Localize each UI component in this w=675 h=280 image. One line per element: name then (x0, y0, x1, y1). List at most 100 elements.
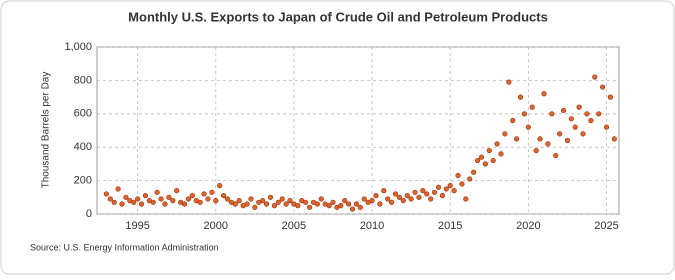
point (189, 193, 195, 199)
point (346, 201, 352, 207)
point (451, 188, 457, 194)
point (174, 188, 180, 194)
point (467, 176, 473, 182)
point (533, 147, 539, 154)
point (564, 137, 571, 144)
point (162, 201, 168, 207)
point (439, 193, 445, 199)
point (521, 111, 528, 117)
point (412, 189, 418, 195)
point (303, 199, 309, 205)
point (373, 193, 379, 199)
x-tick-label: 2020 (516, 220, 540, 232)
point (514, 136, 520, 142)
point (385, 196, 391, 202)
point (123, 194, 129, 200)
point (607, 94, 614, 100)
point (330, 199, 336, 205)
point (166, 194, 172, 200)
point (611, 136, 617, 142)
point (260, 198, 266, 204)
point (490, 157, 496, 164)
point (306, 204, 313, 210)
point (471, 169, 477, 175)
point (342, 198, 348, 204)
point (517, 94, 524, 100)
y-tick-label: 400 (74, 141, 92, 153)
y-tick-label: 800 (74, 74, 92, 86)
point (369, 198, 375, 204)
point (545, 141, 551, 147)
point (404, 193, 410, 199)
point (416, 194, 422, 200)
point (560, 107, 567, 114)
point (115, 186, 121, 192)
point (553, 152, 559, 159)
point (248, 196, 254, 202)
source: Source: U.S. Energy Information Administ… (30, 242, 219, 252)
point (537, 136, 543, 142)
point (502, 131, 508, 137)
point (478, 154, 485, 160)
point (287, 198, 293, 204)
point (443, 186, 449, 192)
point (424, 191, 430, 197)
point (592, 74, 598, 80)
point (377, 201, 383, 207)
point (494, 141, 500, 147)
point (603, 124, 610, 130)
point (181, 201, 188, 207)
point (338, 203, 344, 209)
point (474, 157, 481, 164)
point (158, 196, 164, 202)
point (267, 194, 274, 200)
point (111, 199, 117, 205)
point (381, 188, 387, 194)
point (506, 79, 512, 85)
point (357, 204, 363, 210)
point (283, 201, 289, 207)
point (557, 131, 563, 137)
point (236, 198, 242, 204)
point (349, 206, 356, 212)
point (400, 198, 406, 204)
x-tick-label: 2000 (204, 220, 228, 232)
point (463, 196, 469, 202)
point (150, 199, 156, 205)
point (572, 124, 578, 130)
point (576, 104, 582, 110)
point (209, 189, 215, 195)
point (138, 201, 145, 207)
point (408, 196, 414, 202)
point (361, 196, 367, 202)
point (131, 199, 137, 205)
chart-title: Monthly U.S. Exports to Japan of Crude O… (128, 9, 548, 24)
y-axis-label: Thousand Barrels per Day (41, 72, 52, 189)
point (529, 104, 535, 110)
point (389, 199, 395, 205)
point (244, 201, 250, 207)
point (420, 188, 426, 194)
x-tick-label: 2015 (438, 220, 462, 232)
point (142, 193, 149, 199)
point (252, 204, 258, 210)
point (213, 198, 219, 204)
point (224, 196, 231, 202)
point (428, 196, 434, 202)
x-tick-label: 2010 (360, 220, 384, 232)
y-tick-label: 600 (74, 108, 92, 120)
y-tick-label: 200 (74, 175, 92, 187)
point (314, 201, 320, 207)
point (275, 199, 281, 205)
point (541, 91, 547, 97)
point (154, 189, 160, 195)
point (599, 84, 606, 90)
y-tick-label: 1,000 (64, 41, 92, 53)
point (326, 203, 332, 209)
x-tick-label: 2005 (282, 220, 306, 232)
point (263, 201, 270, 207)
point (568, 116, 574, 122)
point (510, 117, 516, 124)
point (396, 194, 403, 200)
point (482, 161, 488, 167)
